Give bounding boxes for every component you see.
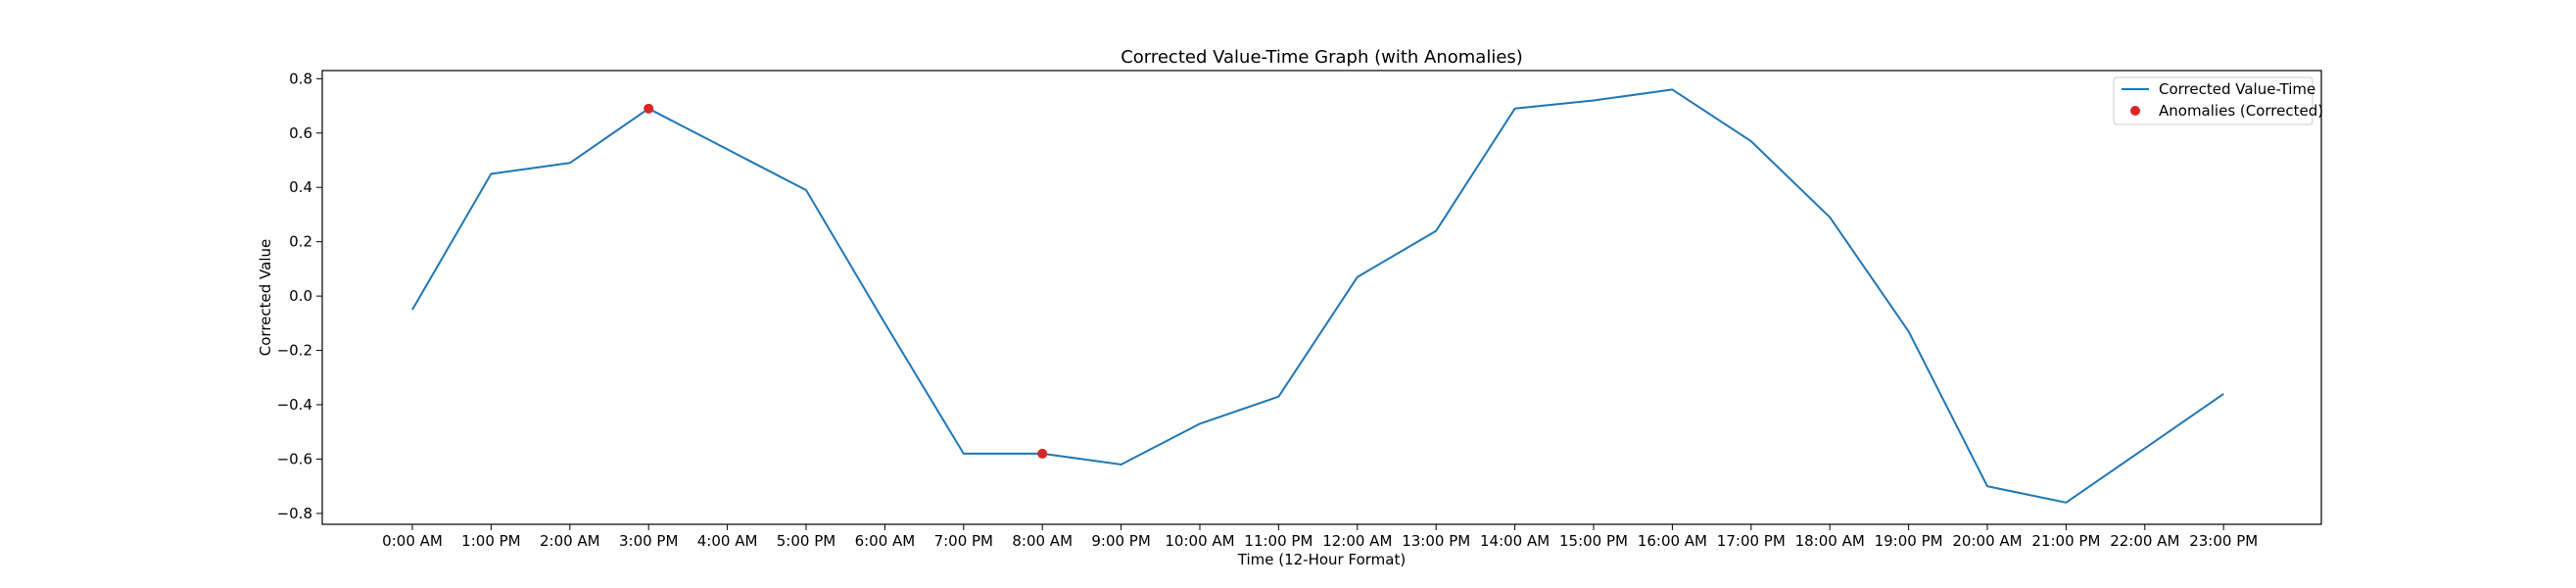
- anomaly-point: [1037, 448, 1048, 459]
- y-tick-label: −0.6: [277, 450, 312, 467]
- series-layer: [411, 88, 2224, 504]
- x-tick-label: 13:00 PM: [1402, 532, 1470, 550]
- x-tick-label: 22:00 AM: [2110, 532, 2179, 550]
- series-line-0: [411, 88, 2224, 504]
- x-tick-label: 4:00 AM: [697, 532, 758, 550]
- x-tick-label: 17:00 PM: [1717, 532, 1786, 550]
- x-tick-label: 5:00 PM: [777, 532, 835, 550]
- x-tick-label: 6:00 AM: [855, 532, 916, 550]
- x-tick-label: 20:00 AM: [1952, 532, 2022, 550]
- x-tick-label: 7:00 PM: [934, 532, 993, 550]
- legend-anomaly-swatch: [2130, 106, 2140, 116]
- y-tick-label: 0.0: [289, 287, 312, 305]
- y-tick-label: 0.4: [289, 178, 312, 196]
- x-tick-label: 0:00 AM: [382, 532, 443, 550]
- anomaly-point: [644, 103, 654, 114]
- x-tick-label: 21:00 PM: [2031, 532, 2100, 550]
- x-tick-label: 2:00 AM: [540, 532, 600, 550]
- x-tick-label: 1:00 PM: [461, 532, 520, 550]
- y-tick-label: 0.2: [289, 233, 312, 251]
- x-tick-label: 3:00 PM: [619, 532, 678, 550]
- y-tick-label: −0.8: [277, 505, 312, 522]
- plot-area: [321, 70, 2322, 525]
- x-tick-label: 14:00 AM: [1480, 532, 1550, 550]
- x-tick-label: 23:00 PM: [2189, 532, 2258, 550]
- x-tick-label: 19:00 PM: [1875, 532, 1943, 550]
- x-axis-title: Time (12-Hour Format): [1237, 551, 1406, 568]
- x-tick-label: 12:00 AM: [1322, 532, 1392, 550]
- legend-box: [2113, 76, 2314, 125]
- legend-series-label: Corrected Value-Time: [2159, 80, 2315, 98]
- x-tick-label: 10:00 AM: [1165, 532, 1234, 550]
- y-axis-title: Corrected Value: [257, 239, 274, 356]
- y-tick-label: 0.6: [289, 124, 312, 142]
- x-tick-label: 9:00 PM: [1091, 532, 1150, 550]
- x-tick-label: 18:00 AM: [1795, 532, 1865, 550]
- x-tick-label: 15:00 PM: [1559, 532, 1628, 550]
- chart-title: Corrected Value-Time Graph (with Anomali…: [1121, 47, 1523, 68]
- x-axis: 0:00 AM 1:00 PM 2:00 AM 3:00 PM 4:00 AM 5:00 …: [382, 524, 2258, 550]
- y-tick-label: −0.2: [277, 342, 312, 360]
- x-tick-label: 8:00 AM: [1012, 532, 1073, 550]
- legend: Corrected Value-Time Anomalies (Correcte…: [2113, 76, 2323, 125]
- x-tick-label: 11:00 PM: [1244, 532, 1312, 550]
- legend-anomaly-label: Anomalies (Corrected): [2159, 102, 2323, 120]
- y-tick-label: −0.4: [277, 396, 312, 414]
- anomaly-layer: [644, 103, 1048, 459]
- y-tick-label: 0.8: [289, 70, 312, 87]
- x-tick-label: 16:00 AM: [1638, 532, 1707, 550]
- y-axis: −0.8 −0.6 −0.4 −0.2 0.0 0.2 0.4 0.6 0.8: [277, 70, 322, 522]
